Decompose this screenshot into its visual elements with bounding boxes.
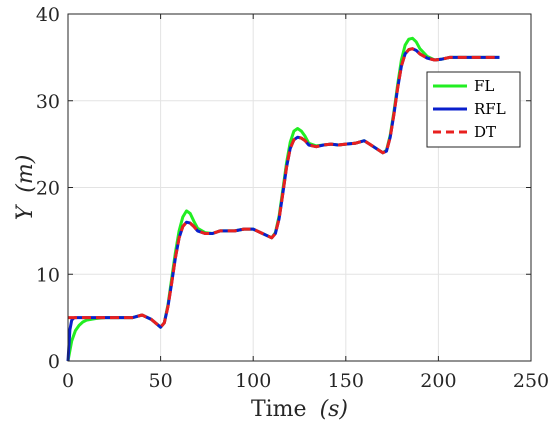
axis-ticks: 0 50 100 150 200 250 0 10 20 30 40 <box>36 4 549 392</box>
y-tick-label: 40 <box>36 4 60 26</box>
x-axis-label-unit: (s) <box>320 397 348 422</box>
x-tick-label: 250 <box>513 370 549 392</box>
x-tick-label: 200 <box>420 370 456 392</box>
series-line-dt <box>68 47 500 329</box>
y-axis-label: Y (m) <box>13 155 38 221</box>
y-tick-label: 30 <box>36 91 60 113</box>
legend-label-rfl: RFL <box>474 100 506 118</box>
y-tick-label: 10 <box>36 264 60 286</box>
x-axis-label: Time (s) <box>251 397 348 422</box>
x-tick-label: 100 <box>235 370 271 392</box>
x-tick-label: 150 <box>328 370 364 392</box>
legend: FL RFL DT <box>426 71 521 148</box>
series-layer <box>66 36 500 362</box>
x-axis-label-main: Time <box>251 397 307 422</box>
y-axis-label-unit: (m) <box>13 155 38 193</box>
x-tick-label: 0 <box>62 370 74 392</box>
y-tick-label: 20 <box>36 178 60 200</box>
legend-label-dt: DT <box>474 123 496 141</box>
y-tick-label: 0 <box>48 351 60 373</box>
x-tick-label: 50 <box>149 370 173 392</box>
y-axis-label-main: Y <box>13 203 38 220</box>
grid-lines <box>68 14 531 361</box>
legend-label-fl: FL <box>474 77 494 95</box>
